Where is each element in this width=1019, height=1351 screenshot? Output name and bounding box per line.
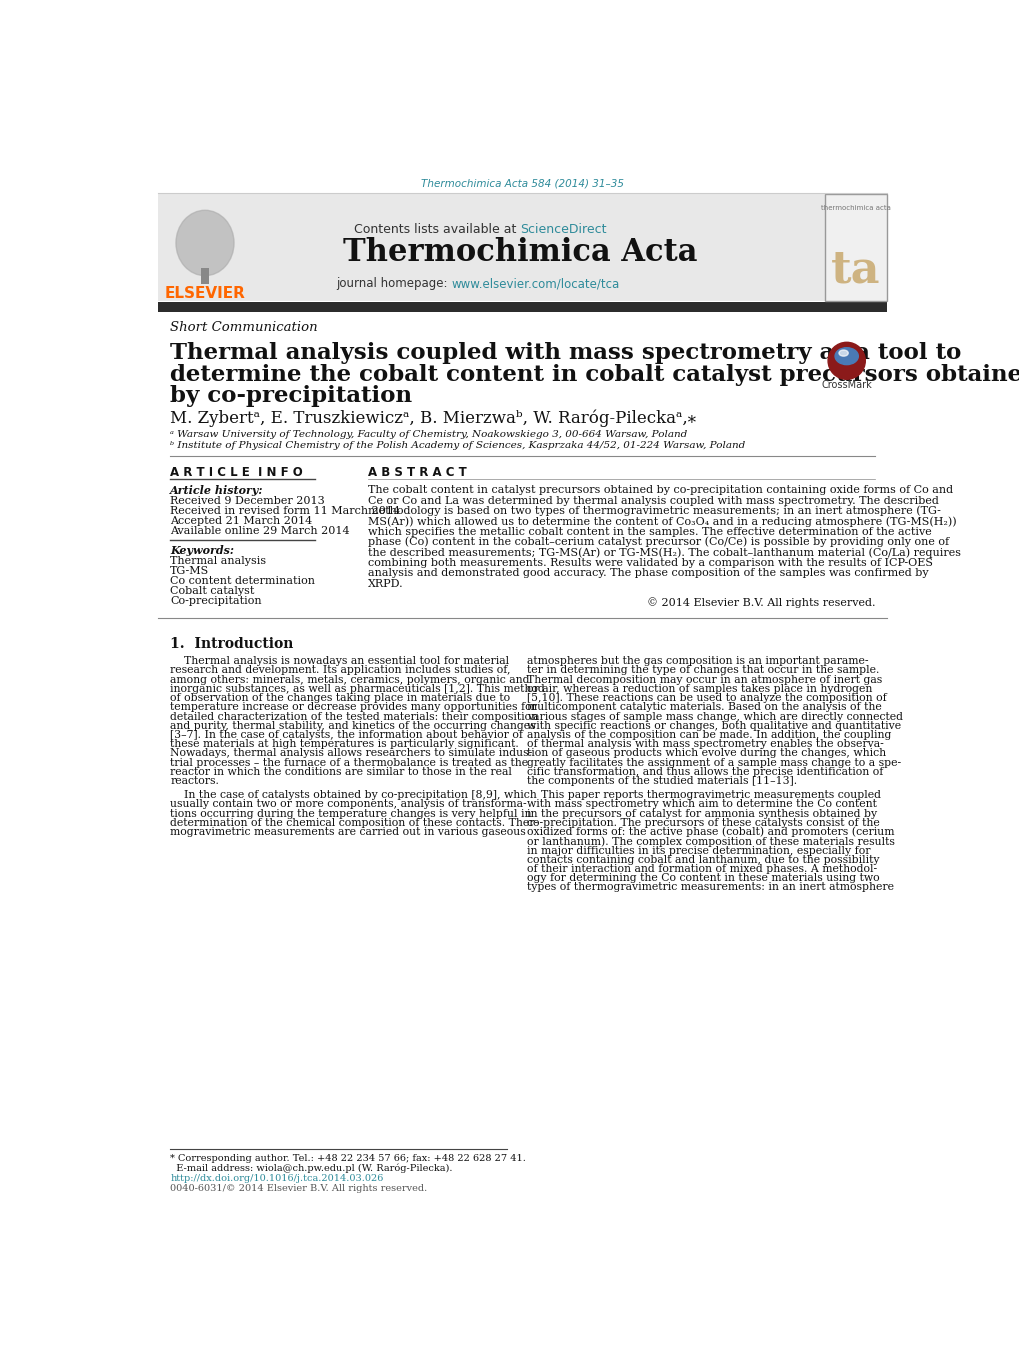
Text: analysis of the composition can be made. In addition, the coupling: analysis of the composition can be made.… bbox=[526, 730, 891, 740]
Text: Keywords:: Keywords: bbox=[170, 544, 234, 555]
Text: combining both measurements. Results were validated by a comparison with the res: combining both measurements. Results wer… bbox=[368, 558, 931, 567]
Text: tions occurring during the temperature changes is very helpful in: tions occurring during the temperature c… bbox=[170, 808, 531, 819]
Text: in the precursors of catalyst for ammonia synthesis obtained by: in the precursors of catalyst for ammoni… bbox=[526, 808, 876, 819]
Text: Cobalt catalyst: Cobalt catalyst bbox=[170, 586, 255, 596]
Text: among others: minerals, metals, ceramics, polymers, organic and: among others: minerals, metals, ceramics… bbox=[170, 674, 529, 685]
Text: co-precipitation. The precursors of these catalysts consist of the: co-precipitation. The precursors of thes… bbox=[526, 817, 878, 828]
Ellipse shape bbox=[835, 347, 857, 365]
Text: trial processes – the furnace of a thermobalance is treated as the: trial processes – the furnace of a therm… bbox=[170, 758, 528, 767]
Text: research and development. Its application includes studies of,: research and development. Its applicatio… bbox=[170, 665, 511, 676]
Text: [5,10]. These reactions can be used to analyze the composition of: [5,10]. These reactions can be used to a… bbox=[526, 693, 886, 703]
Text: www.elsevier.com/locate/tca: www.elsevier.com/locate/tca bbox=[451, 277, 620, 290]
Text: ᵃ Warsaw University of Technology, Faculty of Chemistry, Noakowskiego 3, 00-664 : ᵃ Warsaw University of Technology, Facul… bbox=[170, 430, 687, 439]
Text: or air, whereas a reduction of samples takes place in hydrogen: or air, whereas a reduction of samples t… bbox=[526, 684, 871, 694]
Text: atmospheres but the gas composition is an important parame-: atmospheres but the gas composition is a… bbox=[526, 657, 867, 666]
Text: A R T I C L E  I N F O: A R T I C L E I N F O bbox=[170, 466, 303, 480]
Text: thermochimica acta: thermochimica acta bbox=[820, 205, 890, 211]
Text: CrossMark: CrossMark bbox=[820, 381, 871, 390]
Text: Short Communication: Short Communication bbox=[170, 322, 318, 334]
Text: © 2014 Elsevier B.V. All rights reserved.: © 2014 Elsevier B.V. All rights reserved… bbox=[646, 597, 874, 608]
Text: cific transformation, and thus allows the precise identification of: cific transformation, and thus allows th… bbox=[526, 767, 882, 777]
Text: of their interaction and formation of mixed phases. A methodol-: of their interaction and formation of mi… bbox=[526, 865, 876, 874]
Text: Received 9 December 2013: Received 9 December 2013 bbox=[170, 496, 325, 505]
Text: http://dx.doi.org/10.1016/j.tca.2014.03.026: http://dx.doi.org/10.1016/j.tca.2014.03.… bbox=[170, 1174, 383, 1183]
Text: determination of the chemical composition of these contacts. Ther-: determination of the chemical compositio… bbox=[170, 817, 538, 828]
Text: Co content determination: Co content determination bbox=[170, 576, 315, 586]
Text: ScienceDirect: ScienceDirect bbox=[520, 223, 606, 236]
Text: inorganic substances, as well as pharmaceuticals [1,2]. This method: inorganic substances, as well as pharmac… bbox=[170, 684, 544, 694]
Text: XRPD.: XRPD. bbox=[368, 578, 403, 589]
Text: Received in revised form 11 March 2014: Received in revised form 11 March 2014 bbox=[170, 505, 399, 516]
Text: the components of the studied materials [11–13].: the components of the studied materials … bbox=[526, 777, 796, 786]
Text: 0040-6031/© 2014 Elsevier B.V. All rights reserved.: 0040-6031/© 2014 Elsevier B.V. All right… bbox=[170, 1183, 427, 1193]
Text: MS(Ar)) which allowed us to determine the content of Co₃O₄ and in a reducing atm: MS(Ar)) which allowed us to determine th… bbox=[368, 516, 956, 527]
Text: A B S T R A C T: A B S T R A C T bbox=[368, 466, 466, 480]
Text: the described measurements; TG-MS(Ar) or TG-MS(H₂). The cobalt–lanthanum materia: the described measurements; TG-MS(Ar) or… bbox=[368, 547, 960, 558]
Text: detailed characterization of the tested materials: their composition: detailed characterization of the tested … bbox=[170, 712, 538, 721]
Text: The cobalt content in catalyst precursors obtained by co-precipitation containin: The cobalt content in catalyst precursor… bbox=[368, 485, 952, 494]
Text: of observation of the changes taking place in materials due to: of observation of the changes taking pla… bbox=[170, 693, 509, 703]
Text: This paper reports thermogravimetric measurements coupled: This paper reports thermogravimetric mea… bbox=[526, 790, 879, 800]
Text: ᵇ Institute of Physical Chemistry of the Polish Academy of Sciences, Kasprzaka 4: ᵇ Institute of Physical Chemistry of the… bbox=[170, 440, 745, 450]
Text: these materials at high temperatures is particularly significant.: these materials at high temperatures is … bbox=[170, 739, 519, 750]
Text: tion of gaseous products which evolve during the changes, which: tion of gaseous products which evolve du… bbox=[526, 748, 884, 758]
Text: reactors.: reactors. bbox=[170, 777, 219, 786]
Text: greatly facilitates the assignment of a sample mass change to a spe-: greatly facilitates the assignment of a … bbox=[526, 758, 900, 767]
Text: Thermal analysis is nowadays an essential tool for material: Thermal analysis is nowadays an essentia… bbox=[170, 657, 508, 666]
Text: Thermal analysis coupled with mass spectrometry as a tool to: Thermal analysis coupled with mass spect… bbox=[170, 342, 961, 363]
FancyBboxPatch shape bbox=[158, 195, 824, 301]
Text: types of thermogravimetric measurements: in an inert atmosphere: types of thermogravimetric measurements:… bbox=[526, 882, 893, 893]
Text: and purity, thermal stability, and kinetics of the occurring changes: and purity, thermal stability, and kinet… bbox=[170, 721, 535, 731]
Text: Thermochimica Acta 584 (2014) 31–35: Thermochimica Acta 584 (2014) 31–35 bbox=[421, 178, 624, 189]
Text: various stages of sample mass change, which are directly connected: various stages of sample mass change, wh… bbox=[526, 712, 902, 721]
Text: or lanthanum). The complex composition of these materials results: or lanthanum). The complex composition o… bbox=[526, 836, 894, 847]
Text: temperature increase or decrease provides many opportunities for: temperature increase or decrease provide… bbox=[170, 703, 536, 712]
Text: methodology is based on two types of thermogravimetric measurements; in an inert: methodology is based on two types of the… bbox=[368, 505, 940, 516]
Text: of thermal analysis with mass spectrometry enables the observa-: of thermal analysis with mass spectromet… bbox=[526, 739, 882, 750]
FancyBboxPatch shape bbox=[158, 303, 887, 312]
Text: by co-precipitation: by co-precipitation bbox=[170, 385, 412, 407]
Text: Co-precipitation: Co-precipitation bbox=[170, 596, 262, 607]
Text: Article history:: Article history: bbox=[170, 485, 263, 496]
Text: M. Zybertᵃ, E. Truszkiewiczᵃ, B. Mierzwaᵇ, W. Raróg-Pileckaᵃ,⁎: M. Zybertᵃ, E. Truszkiewiczᵃ, B. Mierzwa… bbox=[170, 409, 695, 427]
Text: in major difficulties in its precise determination, especially for: in major difficulties in its precise det… bbox=[526, 846, 869, 855]
Text: mogravimetric measurements are carried out in various gaseous: mogravimetric measurements are carried o… bbox=[170, 827, 526, 838]
Text: journal homepage:: journal homepage: bbox=[336, 277, 451, 290]
Text: phase (Co) content in the cobalt–cerium catalyst precursor (Co/Ce) is possible b: phase (Co) content in the cobalt–cerium … bbox=[368, 536, 948, 547]
Text: Thermochimica Acta: Thermochimica Acta bbox=[342, 238, 697, 269]
Text: Accepted 21 March 2014: Accepted 21 March 2014 bbox=[170, 516, 312, 526]
Text: with specific reactions or changes, both qualitative and quantitative: with specific reactions or changes, both… bbox=[526, 721, 900, 731]
Text: * Corresponding author. Tel.: +48 22 234 57 66; fax: +48 22 628 27 41.: * Corresponding author. Tel.: +48 22 234… bbox=[170, 1154, 526, 1163]
Text: 1.  Introduction: 1. Introduction bbox=[170, 638, 293, 651]
Text: ELSEVIER: ELSEVIER bbox=[164, 285, 246, 300]
Text: determine the cobalt content in cobalt catalyst precursors obtained: determine the cobalt content in cobalt c… bbox=[170, 363, 1019, 385]
Text: usually contain two or more components, analysis of transforma-: usually contain two or more components, … bbox=[170, 800, 526, 809]
Text: TG-MS: TG-MS bbox=[170, 566, 209, 576]
Text: In the case of catalysts obtained by co-precipitation [8,9], which: In the case of catalysts obtained by co-… bbox=[170, 790, 536, 800]
Ellipse shape bbox=[175, 211, 233, 276]
FancyBboxPatch shape bbox=[201, 269, 209, 284]
Text: reactor in which the conditions are similar to those in the real: reactor in which the conditions are simi… bbox=[170, 767, 512, 777]
Text: Nowadays, thermal analysis allows researchers to simulate indus-: Nowadays, thermal analysis allows resear… bbox=[170, 748, 532, 758]
Text: multicomponent catalytic materials. Based on the analysis of the: multicomponent catalytic materials. Base… bbox=[526, 703, 880, 712]
Text: Contents lists available at: Contents lists available at bbox=[354, 223, 520, 236]
Text: ogy for determining the Co content in these materials using two: ogy for determining the Co content in th… bbox=[526, 873, 878, 884]
Ellipse shape bbox=[839, 350, 848, 357]
Text: with mass spectrometry which aim to determine the Co content: with mass spectrometry which aim to dete… bbox=[526, 800, 875, 809]
Text: Thermal decomposition may occur in an atmosphere of inert gas: Thermal decomposition may occur in an at… bbox=[526, 674, 881, 685]
Text: contacts containing cobalt and lanthanum, due to the possibility: contacts containing cobalt and lanthanum… bbox=[526, 855, 878, 865]
Text: oxidized forms of: the active phase (cobalt) and promoters (cerium: oxidized forms of: the active phase (cob… bbox=[526, 827, 894, 838]
Text: ta: ta bbox=[830, 249, 879, 292]
Text: analysis and demonstrated good accuracy. The phase composition of the samples wa: analysis and demonstrated good accuracy.… bbox=[368, 569, 927, 578]
Circle shape bbox=[827, 342, 864, 380]
Text: Thermal analysis: Thermal analysis bbox=[170, 557, 266, 566]
Text: Ce or Co and La was determined by thermal analysis coupled with mass spectrometr: Ce or Co and La was determined by therma… bbox=[368, 496, 937, 505]
Text: which specifies the metallic cobalt content in the samples. The effective determ: which specifies the metallic cobalt cont… bbox=[368, 527, 930, 536]
Text: ter in determining the type of changes that occur in the sample.: ter in determining the type of changes t… bbox=[526, 665, 878, 676]
Text: [3–7]. In the case of catalysts, the information about behavior of: [3–7]. In the case of catalysts, the inf… bbox=[170, 730, 523, 740]
Text: E-mail address: wiola@ch.pw.edu.pl (W. Raróg-Pilecka).: E-mail address: wiola@ch.pw.edu.pl (W. R… bbox=[170, 1163, 452, 1173]
Text: Available online 29 March 2014: Available online 29 March 2014 bbox=[170, 526, 350, 536]
FancyBboxPatch shape bbox=[824, 195, 887, 301]
